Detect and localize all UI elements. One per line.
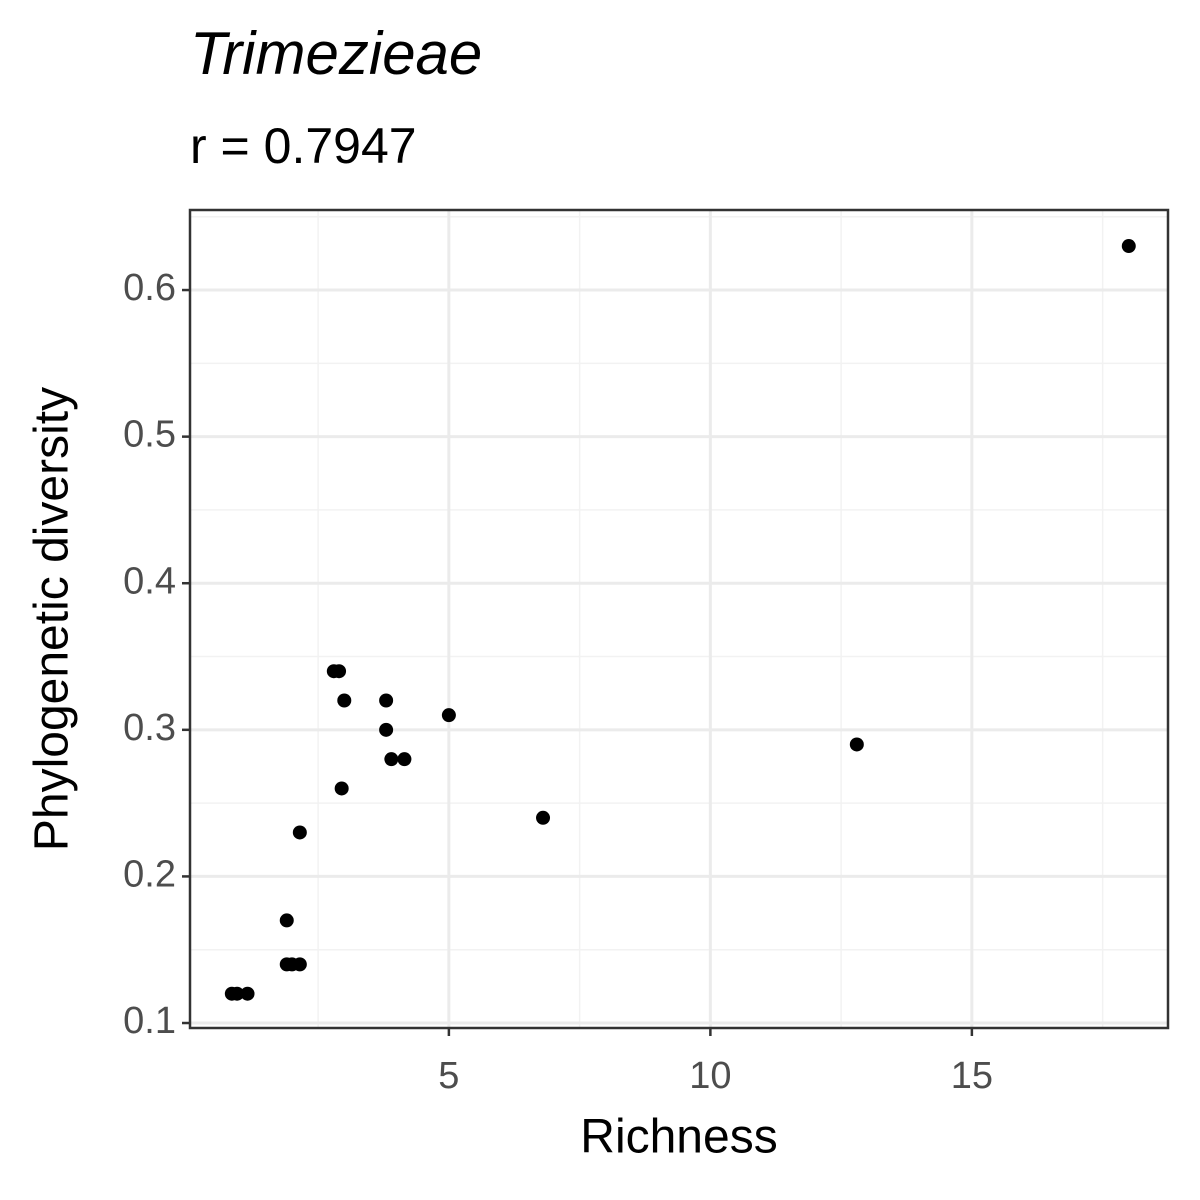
point	[279, 913, 294, 928]
y-tick-label: 0.5	[123, 414, 176, 456]
point	[379, 722, 394, 737]
point	[379, 693, 394, 708]
x-tick-label: 5	[438, 1055, 459, 1097]
point	[441, 708, 456, 723]
point	[332, 664, 347, 679]
point	[397, 752, 412, 767]
point	[384, 752, 399, 767]
y-tick-label: 0.3	[123, 707, 176, 749]
chart-title: Trimezieae	[190, 20, 482, 87]
point	[1121, 239, 1136, 254]
point	[292, 957, 307, 972]
x-tick-label: 15	[951, 1055, 993, 1097]
y-tick-label: 0.6	[123, 267, 176, 309]
x-tick-label: 10	[689, 1055, 731, 1097]
panel-border	[188, 208, 1170, 1030]
point	[230, 986, 245, 1001]
point	[337, 693, 352, 708]
point	[292, 825, 307, 840]
y-tick-label: 0.1	[123, 1000, 176, 1042]
point	[536, 810, 551, 825]
x-axis-title: Richness	[580, 1111, 777, 1164]
y-axis-title: Phylogenetic diversity	[26, 387, 79, 851]
point	[240, 986, 255, 1001]
y-tick-label: 0.2	[123, 853, 176, 895]
y-tick-label: 0.4	[123, 560, 176, 602]
chart-subtitle: r = 0.7947	[190, 118, 417, 174]
point	[849, 737, 864, 752]
point	[334, 781, 349, 796]
